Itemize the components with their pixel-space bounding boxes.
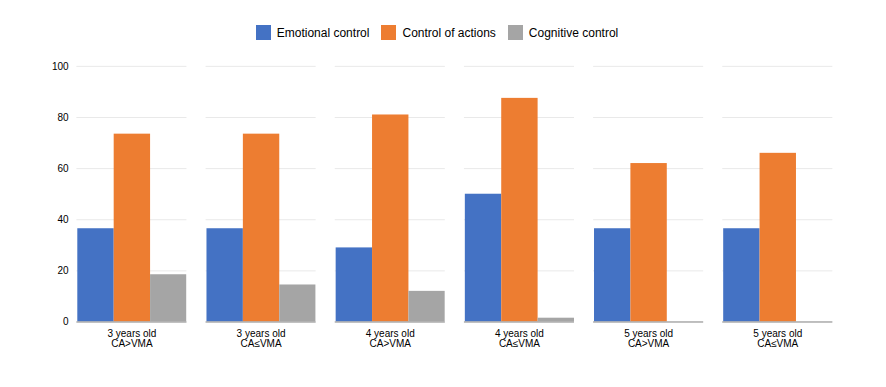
svg-text:3 years oldCA≤VMA: 3 years oldCA≤VMA	[237, 328, 286, 349]
svg-text:5 years oldCA≤VMA: 5 years oldCA≤VMA	[753, 328, 802, 349]
svg-text:40: 40	[58, 214, 70, 225]
svg-text:0: 0	[63, 316, 69, 327]
svg-text:20: 20	[58, 265, 70, 276]
html-text:Cognitive control: Cognitive control	[528, 25, 619, 40]
html-text:Control of actions: Control of actions	[402, 25, 496, 40]
svg-text:4 years oldCA>VMA: 4 years oldCA>VMA	[366, 328, 415, 349]
svg-text:100: 100	[52, 61, 69, 72]
html-text:Emotional control: Emotional control	[276, 25, 370, 40]
svg-text:3 years oldCA>VMA: 3 years oldCA>VMA	[107, 328, 156, 349]
svg-text:80: 80	[58, 112, 70, 123]
svg-text:60: 60	[58, 163, 70, 174]
svg-text:4 years oldCA≤VMA: 4 years oldCA≤VMA	[495, 328, 544, 349]
svg-text:5 years oldCA>VMA: 5 years oldCA>VMA	[624, 328, 673, 349]
